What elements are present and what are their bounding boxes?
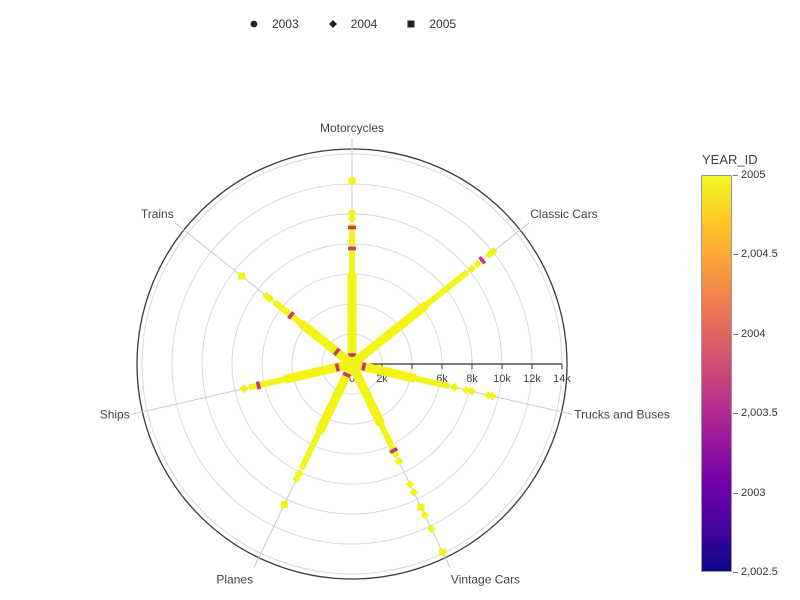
series-vintage-cars bbox=[347, 362, 446, 556]
legend-item-label: 2003 bbox=[271, 17, 299, 31]
radial-axis-tick-label: 10k bbox=[493, 373, 511, 385]
series-planes bbox=[280, 362, 357, 509]
diamond-marker bbox=[427, 524, 436, 534]
series-motorcycles bbox=[347, 177, 357, 364]
series-trucks-and-buses bbox=[350, 359, 497, 401]
category-labels: Motorcycles Classic Cars Trucks and Buses V… bbox=[100, 121, 670, 586]
band-outer bbox=[248, 361, 353, 391]
accent-marker bbox=[287, 311, 295, 320]
colorbar-tick bbox=[733, 175, 738, 176]
colorbar-tick bbox=[733, 334, 738, 335]
square-marker bbox=[348, 177, 356, 185]
accent-marker bbox=[478, 255, 487, 265]
diamond-marker bbox=[409, 488, 419, 497]
diamond-icon bbox=[328, 20, 337, 28]
legend-item-label: 2005 bbox=[429, 17, 457, 31]
accent-marker bbox=[334, 363, 341, 372]
radial-axis-tick-label: 0 bbox=[349, 373, 355, 385]
accent-marker bbox=[332, 347, 341, 357]
colorbar-gradient bbox=[701, 175, 732, 572]
square-marker bbox=[280, 501, 288, 509]
colorbar-tick-label: 2004 bbox=[741, 328, 766, 340]
diamond-marker bbox=[473, 259, 482, 269]
series-ships bbox=[239, 359, 354, 394]
diamond-marker bbox=[347, 214, 357, 223]
accent-marker bbox=[348, 246, 356, 251]
diamond-marker bbox=[405, 480, 415, 489]
diamond-marker bbox=[489, 247, 498, 256]
band-outer bbox=[298, 362, 355, 471]
accent-marker bbox=[348, 353, 356, 357]
colorbar-tick bbox=[733, 254, 738, 255]
circle-icon bbox=[250, 20, 258, 28]
diamond-marker bbox=[239, 384, 249, 394]
series-trains bbox=[238, 272, 355, 368]
accent-marker bbox=[389, 447, 399, 454]
diamond-marker bbox=[467, 264, 477, 274]
accent-marker bbox=[342, 371, 352, 379]
category-label-trucks-and-buses: Trucks and Buses bbox=[574, 408, 670, 422]
category-label-vintage-cars: Vintage Cars bbox=[451, 572, 520, 586]
year-legend: 2003 2004 2005 bbox=[248, 17, 456, 31]
colorbar-tick bbox=[733, 413, 738, 414]
series-classic-cars bbox=[349, 247, 498, 368]
diamond-marker bbox=[467, 387, 477, 396]
colorbar-tick bbox=[733, 493, 738, 494]
band-outer bbox=[272, 299, 354, 367]
legend-item-2003[interactable]: 2003 bbox=[248, 17, 299, 31]
data-series bbox=[238, 177, 498, 556]
diamond-marker bbox=[461, 385, 471, 395]
diamond-marker bbox=[420, 511, 430, 520]
accent-marker bbox=[255, 381, 262, 390]
diamond-marker bbox=[292, 474, 301, 484]
colorbar-tick-label: 2005 bbox=[741, 169, 766, 181]
band-outer bbox=[351, 361, 450, 390]
legend-item-2004[interactable]: 2004 bbox=[327, 17, 378, 31]
square-marker bbox=[238, 272, 246, 280]
category-label-motorcycles: Motorcycles bbox=[320, 121, 384, 135]
diamond-marker bbox=[262, 291, 271, 300]
colorbar-tick-label: 2,003.5 bbox=[741, 407, 778, 419]
colorbar-tick-label: 2,004.5 bbox=[741, 248, 778, 260]
legend-item-label: 2004 bbox=[350, 17, 378, 31]
radial-axis-tick-label: 14k bbox=[553, 373, 571, 385]
diamond-marker bbox=[394, 456, 404, 466]
square-icon bbox=[407, 20, 415, 28]
accent-marker bbox=[348, 225, 356, 230]
radial-axis-tick-label: 12k bbox=[523, 373, 541, 385]
radial-axis-tick-label: 8k bbox=[466, 373, 478, 385]
band-outer bbox=[350, 269, 470, 367]
colorbar: YEAR_ID 2005 2,004.5 2004 2,003.5 2003 2,002.… bbox=[701, 152, 791, 578]
diamond-marker bbox=[488, 391, 497, 401]
colorbar-tick-label: 2003 bbox=[741, 487, 766, 499]
category-label-planes: Planes bbox=[216, 572, 253, 586]
colorbar-tick bbox=[733, 572, 738, 573]
square-marker bbox=[417, 503, 425, 511]
diamond-marker bbox=[449, 382, 459, 392]
colorbar-title: YEAR_ID bbox=[702, 152, 758, 167]
diamond-marker bbox=[347, 208, 357, 217]
band-outer bbox=[349, 362, 400, 458]
colorbar-tick-label: 2,002.5 bbox=[741, 566, 778, 578]
category-label-trains: Trains bbox=[141, 207, 174, 221]
accent-marker bbox=[361, 362, 367, 371]
legend-item-2005[interactable]: 2005 bbox=[405, 17, 456, 31]
square-marker bbox=[438, 548, 446, 556]
category-label-ships: Ships bbox=[100, 408, 130, 422]
category-label-classic-cars: Classic Cars bbox=[530, 207, 597, 221]
